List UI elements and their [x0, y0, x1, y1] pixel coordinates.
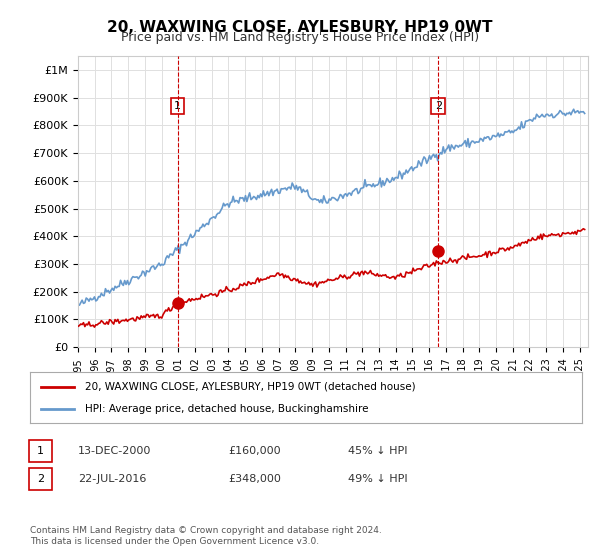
Text: 20, WAXWING CLOSE, AYLESBURY, HP19 0WT: 20, WAXWING CLOSE, AYLESBURY, HP19 0WT	[107, 20, 493, 35]
Text: 1: 1	[174, 101, 181, 111]
Text: Contains HM Land Registry data © Crown copyright and database right 2024.
This d: Contains HM Land Registry data © Crown c…	[30, 526, 382, 546]
Text: Price paid vs. HM Land Registry's House Price Index (HPI): Price paid vs. HM Land Registry's House …	[121, 31, 479, 44]
Text: 1: 1	[37, 446, 44, 456]
Text: 2: 2	[435, 101, 442, 111]
Text: HPI: Average price, detached house, Buckinghamshire: HPI: Average price, detached house, Buck…	[85, 404, 368, 414]
Text: 49% ↓ HPI: 49% ↓ HPI	[348, 474, 407, 484]
Text: 22-JUL-2016: 22-JUL-2016	[78, 474, 146, 484]
Text: 13-DEC-2000: 13-DEC-2000	[78, 446, 151, 456]
Text: 2: 2	[37, 474, 44, 484]
Text: 45% ↓ HPI: 45% ↓ HPI	[348, 446, 407, 456]
Text: 20, WAXWING CLOSE, AYLESBURY, HP19 0WT (detached house): 20, WAXWING CLOSE, AYLESBURY, HP19 0WT (…	[85, 381, 416, 391]
Text: £348,000: £348,000	[228, 474, 281, 484]
Text: £160,000: £160,000	[228, 446, 281, 456]
